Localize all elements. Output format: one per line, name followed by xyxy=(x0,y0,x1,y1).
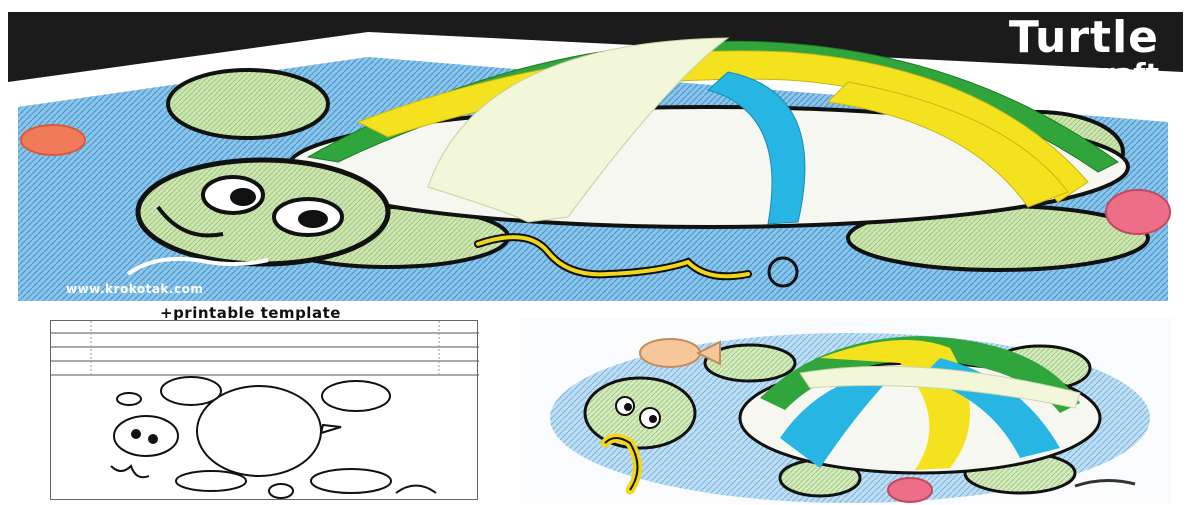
hero-subtitle: craft xyxy=(1084,57,1159,90)
template-head xyxy=(113,415,179,457)
hero-photo: Turtle craft www.krokotak.com xyxy=(8,12,1183,301)
template-caption: +printable template xyxy=(160,304,341,322)
template-drawing xyxy=(51,321,479,499)
crab-drawing xyxy=(1105,189,1171,235)
turtle-smile xyxy=(156,205,224,238)
seahorse-tail-spiral xyxy=(767,256,799,288)
strip-cyan-arch xyxy=(706,71,806,225)
turtle-head xyxy=(135,157,391,267)
hero-title: Turtle xyxy=(1008,12,1159,63)
finished-craft-photo xyxy=(520,318,1172,504)
flipper-back-left xyxy=(166,68,330,140)
watermark-url: www.krokotak.com xyxy=(66,282,204,296)
strip-cream-arch xyxy=(427,37,730,223)
fish-drawing xyxy=(20,124,86,156)
printable-template xyxy=(50,320,479,500)
krokotak-logo xyxy=(126,256,269,276)
strip-yellow-arch-2 xyxy=(826,81,1069,208)
finished-craft-illustration xyxy=(520,318,1172,504)
hero-illustration xyxy=(8,12,1183,301)
